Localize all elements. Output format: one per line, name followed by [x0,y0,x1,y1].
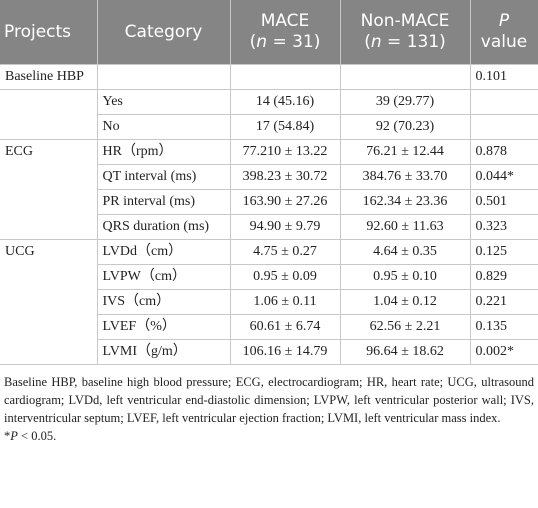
mace-cell: 17 (54.84) [229,114,341,140]
p-cell: 0.135 [469,314,538,340]
non-mace-cell: 162.34 ± 23.36 [339,189,471,215]
p-cell: 0.323 [469,214,538,240]
category-cell: Yes [96,89,231,115]
category-cell: LVDd（cm） [96,239,231,265]
table-body: Baseline HBP 0.101 Yes 14 (45.16) 39 (29.77)… [0,64,538,365]
mace-cell: 14 (45.16) [229,89,341,115]
mace-cell: 4.75 ± 0.27 [229,239,341,265]
category-cell: QT interval (ms) [97,164,231,190]
p-cell: 0.101 [469,64,538,90]
mace-cell: 77.210 ± 13.22 [229,139,341,165]
non-mace-cell: 4.64 ± 0.35 [339,239,471,265]
header-text: P [498,11,510,31]
p-cell: 0.501 [469,189,538,215]
non-mace-cell: 76.21 ± 12.44 [339,139,471,165]
p-cell [469,89,538,115]
table-row: PR interval (ms) 163.90 ± 27.26 162.34 ± 2… [0,189,538,215]
mace-cell: 94.90 ± 9.79 [229,214,341,240]
category-cell: No [97,114,231,140]
mace-cell: 0.95 ± 0.09 [229,264,341,290]
header-text: MACE [260,11,310,31]
header-cell: Category [97,0,231,65]
header-text: ( [364,32,371,52]
table-row: No 17 (54.84) 92 (70.23) [0,114,538,140]
category-cell: LVEF（%） [97,314,231,340]
mace-cell: 398.23 ± 30.72 [229,164,341,190]
non-mace-cell: 1.04 ± 0.12 [339,289,471,315]
mace-cell: 163.90 ± 27.26 [229,189,341,215]
header-text: n [256,32,268,52]
non-mace-cell: 92.60 ± 11.63 [339,214,471,240]
table-row: Baseline HBP 0.101 [0,64,538,90]
category-cell: LVMI（g/m） [97,339,231,365]
table-row: LVMI（g/m） 106.16 ± 14.79 96.64 ± 18.62 0.00… [0,339,538,365]
non-mace-cell: 0.95 ± 0.10 [339,264,471,290]
table-row: LVPW（cm） 0.95 ± 0.09 0.95 ± 0.10 0.829 [0,264,538,290]
header-text: n [370,32,382,52]
footnote-text: < 0.05. [17,429,57,443]
project-cell: UCG [0,239,98,365]
header-text: ( [249,32,257,52]
non-mace-cell: 384.76 ± 33.70 [339,164,471,190]
non-mace-cell: 96.64 ± 18.62 [339,339,471,365]
p-cell: 0.125 [469,239,538,265]
non-mace-cell: 62.56 ± 2.21 [339,314,471,340]
table-row: Yes 14 (45.16) 39 (29.77) [0,89,538,140]
p-cell [469,114,538,140]
category-cell: PR interval (ms) [97,189,231,215]
non-mace-cell: 39 (29.77) [339,89,471,115]
table-row: ECG HR（rpm） 77.210 ± 13.22 76.21 ± 12.44 0.8… [0,139,538,240]
footnote-text: * [4,429,11,443]
footnote: Baseline HBP, baseline high blood pressu… [0,365,538,445]
mace-cell: 106.16 ± 14.79 [229,339,341,365]
mace-cell: 60.61 ± 6.74 [229,314,341,340]
header-cell: Projects [0,0,98,65]
p-cell: 0.878 [469,139,538,165]
header-cell: Non-MACE (n = 131) [340,0,471,65]
header-text: value [480,32,528,52]
category-cell: QRS duration (ms) [97,214,231,240]
footnote-notes: Baseline HBP, baseline high blood pressu… [4,375,534,425]
header-text: = 31) [267,32,321,52]
table-row: LVEF（%） 60.61 ± 6.74 62.56 ± 2.21 0.135 [0,314,538,340]
project-cell: ECG [0,139,98,240]
project-cell: Baseline HBP [0,64,98,90]
p-cell: 0.221 [469,289,538,315]
category-cell [96,64,231,90]
p-cell: 0.829 [469,264,538,290]
data-table: Projects Category MACE (n = 31) Non-MACE(… [0,0,538,365]
non-mace-cell [339,64,471,90]
category-cell: LVPW（cm） [97,264,231,290]
table-row: QRS duration (ms) 94.90 ± 9.79 92.60 ± 11.… [0,214,538,240]
table-row: IVS（cm） 1.06 ± 0.11 1.04 ± 0.12 0.221 [0,289,538,315]
header-text: = 131) [381,32,446,52]
p-cell: 0.002* [469,339,538,365]
non-mace-cell: 92 (70.23) [339,114,471,140]
project-cell [0,89,98,140]
category-cell: IVS（cm） [97,289,231,315]
footnote-significance: *P < 0.05. [4,427,534,445]
category-cell: HR（rpm） [96,139,231,165]
p-cell: 0.044* [469,164,538,190]
table-row: UCG LVDd（cm） 4.75 ± 0.27 4.64 ± 0.35 0.125 [0,239,538,365]
mace-cell: 1.06 ± 0.11 [229,289,341,315]
header-text: Non-MACE [360,11,450,31]
header-cell: MACE (n = 31) [230,0,341,65]
footnote-text: P [10,429,18,443]
mace-cell [229,64,341,90]
header-row: Projects Category MACE (n = 31) Non-MACE(… [0,0,538,65]
